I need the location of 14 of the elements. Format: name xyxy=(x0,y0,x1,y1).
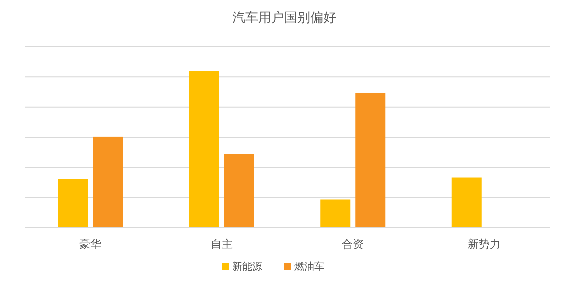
legend-label: 燃油车 xyxy=(294,261,324,273)
bar xyxy=(356,92,386,228)
bar xyxy=(93,136,124,228)
x-tick-label: 合资 xyxy=(342,238,364,251)
x-tick-label: 豪华 xyxy=(80,238,102,251)
chart-title: 汽车用户国别偏好 xyxy=(232,11,336,26)
x-tick-label: 自主 xyxy=(210,238,233,251)
bar xyxy=(189,71,220,228)
legend-label: 新能源 xyxy=(232,261,262,273)
bar xyxy=(452,178,482,228)
x-tick-label: 新势力 xyxy=(468,238,501,251)
bar xyxy=(224,154,254,228)
bar xyxy=(320,200,351,228)
bar xyxy=(58,179,88,228)
